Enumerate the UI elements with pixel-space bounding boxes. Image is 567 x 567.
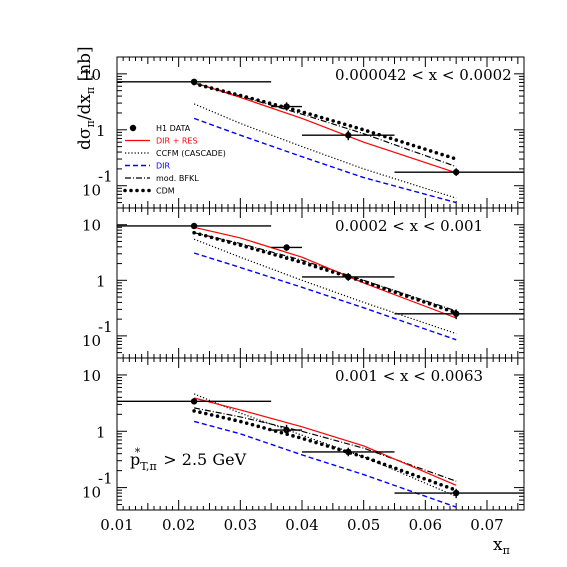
data-point	[302, 273, 395, 281]
y-tick-label: 10	[82, 217, 101, 235]
curve-dir-res	[193, 226, 457, 319]
curve-mod-bfkl	[193, 232, 457, 312]
y-tick-label: 1	[96, 423, 106, 441]
data-point	[271, 102, 302, 111]
y-tick-label: 10	[82, 367, 101, 385]
curve-cdm	[192, 230, 458, 315]
legend-label: mod. BFKL	[156, 174, 199, 183]
legend-label: H1 DATA	[156, 124, 191, 133]
y-axis-title: dσπ/dxπ [nb]	[75, 46, 97, 150]
y-tick-label: 1	[96, 272, 106, 290]
data-marker	[283, 244, 290, 251]
panel-label: 0.001 < x < 0.0063	[335, 367, 483, 385]
data-point	[117, 222, 272, 230]
data-marker	[190, 78, 198, 86]
data-point	[117, 78, 272, 86]
data-point	[302, 447, 395, 457]
data-point	[394, 309, 524, 320]
legend-label: DIR	[156, 162, 171, 171]
curve-mod-bfkl	[193, 82, 457, 168]
legend-entry: DIR + RES	[125, 137, 198, 146]
legend-label: DIR + RES	[156, 137, 198, 146]
data-marker	[345, 132, 352, 139]
curve-dir-res	[193, 81, 457, 174]
y-tick-label: 10	[82, 484, 101, 502]
x-tick-label: 0.06	[409, 516, 442, 534]
x-axis-title: xπ	[493, 535, 510, 557]
legend-entry: DIR	[125, 162, 171, 171]
curve-cdm	[192, 409, 458, 492]
data-point	[271, 244, 302, 251]
x-tick-label: 0.05	[347, 516, 380, 534]
curve-dir	[193, 117, 457, 204]
data-marker	[452, 168, 460, 176]
data-marker	[283, 426, 290, 434]
y-tick-label: 10	[82, 66, 101, 84]
pt-cut-annotation: pT,π* > 2.5 GeV	[130, 446, 247, 473]
legend-entry: mod. BFKL	[125, 174, 199, 183]
x-tick-label: 0.04	[285, 516, 318, 534]
curve-dir	[193, 420, 457, 508]
x-tick-label: 0.01	[100, 516, 133, 534]
x-tick-label: 0.03	[224, 516, 257, 534]
curve-ccfm-cascade	[193, 393, 457, 497]
x-tick-label: 0.02	[162, 516, 195, 534]
data-point	[394, 488, 524, 499]
y-tick-label: 1	[96, 122, 106, 140]
legend: H1 DATA DIR + RES CCFM (CASCADE) DIR mod. BF…	[123, 124, 226, 196]
curve-ccfm-cascade	[193, 103, 457, 199]
legend-marker	[129, 124, 137, 132]
data-marker	[452, 489, 460, 497]
data-point	[117, 398, 272, 405]
curve-dir-res	[193, 397, 457, 486]
panel-label: 0.000042 < x < 0.0002	[335, 66, 512, 84]
legend-label: CDM	[156, 187, 175, 196]
legend-entry: CCFM (CASCADE)	[125, 149, 226, 158]
x-tick-label: 0.07	[470, 516, 503, 534]
y-tick-label: 10	[82, 182, 101, 200]
legend-entry: H1 DATA	[129, 124, 191, 133]
data-marker	[452, 310, 460, 317]
y-tick-label: -1	[98, 470, 113, 488]
y-tick-label: -1	[98, 168, 113, 186]
y-tick-label: -1	[98, 318, 113, 336]
data-point	[394, 168, 524, 176]
legend-entry: CDM	[123, 187, 175, 196]
curve-mod-bfkl	[193, 407, 457, 482]
x-axis: 0.01 0.02 0.03 0.04 0.05 0.06 0.07	[100, 516, 503, 534]
curve-ccfm-cascade	[193, 238, 457, 335]
panel-label: 0.0002 < x < 0.001	[335, 217, 483, 235]
y-tick-label: 10	[82, 332, 101, 350]
data-point	[302, 130, 395, 141]
data-marker	[283, 103, 290, 110]
data-marker	[190, 398, 198, 405]
legend-label: CCFM (CASCADE)	[156, 149, 226, 158]
curve-dir	[193, 252, 457, 341]
data-marker	[190, 222, 198, 230]
data-point	[271, 424, 302, 436]
data-marker	[345, 448, 352, 456]
data-marker	[345, 273, 352, 281]
